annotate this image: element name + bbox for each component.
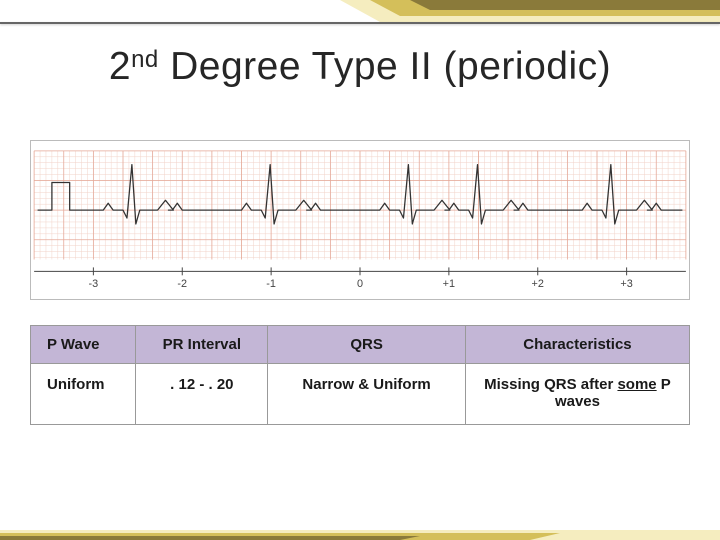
cell-characteristics: Missing QRS after some P waves — [465, 364, 689, 425]
svg-text:0: 0 — [357, 278, 363, 290]
bottom-accent-stripe — [0, 524, 720, 540]
col-header-pwave: P Wave — [31, 326, 136, 364]
cell-pr: . 12 - . 20 — [136, 364, 268, 425]
col-header-qrs: QRS — [268, 326, 466, 364]
char-pre: Missing QRS after — [484, 376, 617, 393]
svg-text:+3: +3 — [620, 278, 632, 290]
top-accent-stripe — [340, 0, 720, 22]
svg-text:+2: +2 — [532, 278, 544, 290]
top-divider — [0, 22, 720, 24]
svg-text:-1: -1 — [266, 278, 276, 290]
title-ordinal-sup: nd — [131, 46, 159, 73]
char-underline: some — [617, 376, 656, 393]
table-row: Uniform . 12 - . 20 Narrow & Uniform Mis… — [31, 364, 690, 425]
col-header-characteristics: Characteristics — [465, 326, 689, 364]
ecg-svg: -3 -2 -1 0 +1 +2 +3 — [31, 141, 689, 299]
cell-qrs: Narrow & Uniform — [268, 364, 466, 425]
svg-text:+1: +1 — [443, 278, 455, 290]
slide-title: 2nd Degree Type II (periodic) — [0, 44, 720, 89]
characteristics-table: P Wave PR Interval QRS Characteristics U… — [30, 325, 690, 425]
svg-text:-3: -3 — [89, 278, 99, 290]
title-ordinal: 2 — [109, 45, 131, 88]
title-rest: Degree Type II (periodic) — [159, 45, 611, 88]
ecg-strip: -3 -2 -1 0 +1 +2 +3 — [30, 140, 690, 300]
col-header-pr: PR Interval — [136, 326, 268, 364]
cell-pwave: Uniform — [31, 364, 136, 425]
table-header-row: P Wave PR Interval QRS Characteristics — [31, 326, 690, 364]
svg-text:-2: -2 — [177, 278, 187, 290]
